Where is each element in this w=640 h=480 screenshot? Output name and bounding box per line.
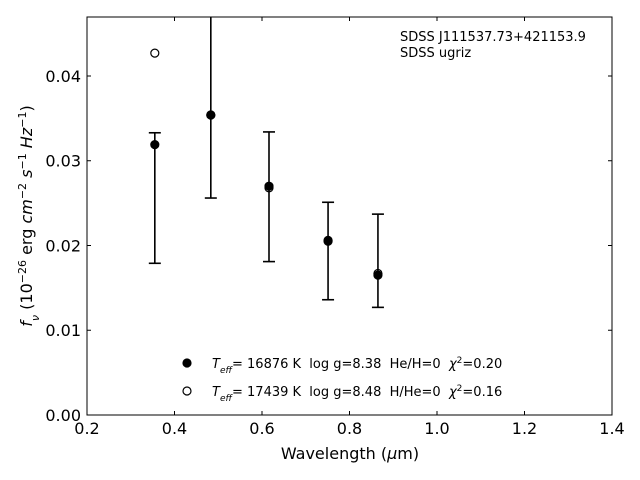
filled-point xyxy=(150,140,160,150)
x-tick-label: 1.2 xyxy=(512,419,537,438)
label-part: f xyxy=(17,319,36,327)
label-part: −2 xyxy=(16,183,29,199)
label-part: cm xyxy=(17,199,36,223)
label-part: Hz xyxy=(17,127,36,148)
y-tick-label: 0.02 xyxy=(45,236,81,255)
x-tick-label: 0.2 xyxy=(74,419,99,438)
legend-chi-value: =0.16 xyxy=(462,385,502,400)
legend-marker xyxy=(182,386,192,396)
x-tick-label: 0.6 xyxy=(249,419,274,438)
x-tick-label: 0.8 xyxy=(337,419,362,438)
label-part: ν xyxy=(29,315,42,321)
open-point xyxy=(264,183,274,193)
open-point xyxy=(323,236,333,246)
legend-teff-sub: eff xyxy=(220,394,234,404)
legend-chi-sup: 2 xyxy=(457,356,463,366)
x-tick-label: 1.0 xyxy=(424,419,449,438)
legend-text: = 16876 K log g=8.38 He/H=0 xyxy=(232,357,449,372)
legend-chi: χ xyxy=(448,385,458,400)
x-tick-label: 0.4 xyxy=(162,419,187,438)
label-part: s xyxy=(17,170,36,178)
legend-teff: T xyxy=(212,357,221,372)
label-part: −26 xyxy=(16,260,29,283)
label-part: ) xyxy=(17,105,36,111)
y-tick-label: 0.03 xyxy=(45,152,81,171)
data-marks xyxy=(148,17,384,309)
label-part: −1 xyxy=(16,153,29,169)
x-axis-label: Wavelength (μm) xyxy=(281,444,419,463)
plot-frame xyxy=(86,16,613,416)
label-part: μ xyxy=(386,444,397,463)
legend-chi-sup: 2 xyxy=(457,384,463,394)
legend-chi: χ xyxy=(448,357,458,372)
annotation-survey: SDSS ugriz xyxy=(400,46,471,61)
label-part: erg xyxy=(17,224,36,260)
x-tick-label: 1.4 xyxy=(599,419,624,438)
legend-entry: Teff= 17439 K log g=8.48 H/He=0 χ2=0.16 xyxy=(212,384,502,404)
legend-teff-sub: eff xyxy=(220,366,234,376)
legend-text: = 17439 K log g=8.48 H/He=0 xyxy=(232,385,449,400)
annotation-object: SDSS J111537.73+421153.9 xyxy=(400,30,586,45)
legend: Teff= 16876 K log g=8.38 He/H=0 χ2=0.20T… xyxy=(182,356,502,404)
axis-ticks: 0.2 0.4 0.6 0.8 1.0 1.2 1.4 0.00 0.01 0.02 0.03 0.0… xyxy=(45,17,625,438)
open-point xyxy=(206,110,216,120)
legend-entry: Teff= 16876 K log g=8.38 He/H=0 χ2=0.20 xyxy=(212,356,502,376)
y-tick-label: 0.00 xyxy=(45,406,81,425)
open-point xyxy=(150,48,160,58)
label-part: −1 xyxy=(16,112,29,128)
y-axis-label: fν (10−26 erg cm−2 s−1 Hz−1) xyxy=(16,105,42,326)
legend-marker xyxy=(182,358,192,368)
legend-chi-value: =0.20 xyxy=(462,357,502,372)
label-part: (10 xyxy=(17,283,36,315)
label-part: m) xyxy=(397,444,419,463)
y-tick-label: 0.04 xyxy=(45,67,81,86)
y-tick-label: 0.01 xyxy=(45,321,81,340)
open-point xyxy=(373,268,383,279)
label-part: Wavelength ( xyxy=(281,444,387,463)
legend-teff: T xyxy=(212,385,221,400)
